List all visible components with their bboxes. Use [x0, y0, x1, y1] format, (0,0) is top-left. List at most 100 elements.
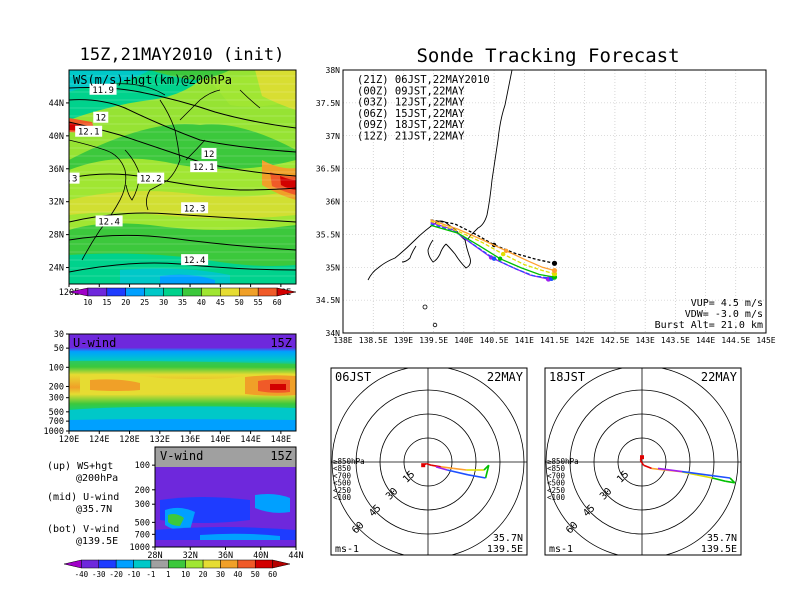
hodograph-level-label: ≥850hPa [547, 457, 579, 466]
colorbar-swatch [125, 287, 145, 297]
v-wind-colorbar: -40 -30 -20 -10 -1 1 10 20 30 40 50 60 [63, 559, 291, 579]
panel-legend: (up) WS+hgt @200hPa (mid) U-wind @35.7N … [47, 461, 119, 547]
colorbar-swatch [81, 559, 100, 569]
y-tick-label: 35.5N [316, 230, 340, 239]
ws-map-label: WS(m/s)+hgt(km)@200hPa [73, 73, 232, 87]
legend-bot-level: @139.5E [76, 536, 118, 547]
hodograph-segment [681, 470, 707, 476]
x-tick-label: 142.5E [600, 336, 629, 345]
y-tick-label: 100 [135, 461, 150, 471]
colorbar-label: 20 [121, 298, 131, 307]
y-tick-label: 36N [326, 198, 341, 207]
y-tick-label: 37.5N [316, 99, 340, 108]
contour-label-box [190, 161, 218, 173]
colorbar-swatch [115, 559, 134, 569]
contour-label-box [93, 111, 109, 123]
colorbar-label: 50 [235, 298, 245, 307]
legend-up-level: @200hPa [76, 473, 118, 484]
colorbar-label: -20 [109, 570, 123, 579]
x-tick-label: 120E [59, 435, 79, 445]
hodograph-time: 18JST [549, 370, 585, 384]
hodograph-units: ms-1 [549, 544, 573, 555]
coastlines [69, 83, 261, 261]
x-tick-label: 143.5E [661, 336, 690, 345]
track-annotation: VUP= 4.5 m/s [691, 298, 763, 309]
contour-label: 11.9 [92, 86, 114, 96]
hodograph-lat: 35.7N [707, 533, 737, 544]
hodograph-level-label: <850 [547, 464, 566, 473]
colorbar-label: 45 [216, 298, 225, 307]
colorbar-label: 20 [199, 570, 209, 579]
x-tick-label: 44N [288, 551, 303, 561]
y-tick-label: 300 [49, 394, 64, 404]
hodograph-segment [712, 477, 726, 482]
x-tick-label: 28N [147, 551, 162, 561]
ws-map-field: 11.9 12 12.1 12 12.1 12.2 .3 12.3 12.4 12.4 [69, 70, 296, 284]
legend-mid-tag: (mid) [47, 492, 77, 503]
colorbar-swatch [106, 287, 127, 297]
hodograph-date: 22MAY [487, 370, 524, 384]
colorbar-label: 40 [233, 570, 243, 579]
track-burst-marker [491, 256, 497, 261]
track-legend: (21Z) 06JST,22MAY2010(00Z) 09JST,22MAY(0… [357, 74, 490, 143]
ws-map-y-ticks: 24N 28N 32N 36N 40N 44N [49, 99, 69, 274]
hodograph-segment [725, 480, 735, 484]
x-tick-label: 141.5E [540, 336, 569, 345]
colorbar-swatch [182, 287, 202, 297]
svg-text:(up) WS+hgt: (up) WS+hgt [47, 461, 113, 472]
hodograph-background [545, 368, 741, 555]
hodograph-level-label: <500 [333, 479, 352, 488]
contour-label: 12.3 [184, 204, 206, 214]
hodograph-background [331, 368, 527, 555]
track-grid [342, 69, 767, 334]
contour-label-box [181, 202, 209, 214]
track-burst-marker [500, 251, 506, 257]
hodograph-segment [440, 466, 454, 470]
v-wind-y-ticks: 100 200 300 500 700 1000 [130, 461, 155, 553]
x-tick-label: 120E [59, 288, 79, 298]
colorbar-label: 50 [251, 570, 261, 579]
track-endpoint [551, 267, 558, 274]
hodograph-level-label: <250 [547, 486, 566, 495]
y-tick-label: 500 [135, 518, 150, 528]
colorbar-swatch [98, 559, 117, 569]
x-tick-label: 139.5E [419, 336, 448, 345]
y-tick-label: 1000 [130, 543, 150, 553]
y-tick-label: 32N [49, 198, 64, 208]
y-tick-label: 700 [49, 417, 64, 427]
colorbar-swatch [201, 287, 221, 297]
hodograph-date: 22MAY [701, 370, 738, 384]
x-tick-label: 140E [210, 435, 230, 445]
x-tick-label: 143E [636, 336, 655, 345]
hodograph-surface-marker [640, 455, 644, 460]
colorbar-swatch [87, 287, 108, 297]
track-y-ticks: 34N 34.5N 35N 35.5N 36N 36.5N 37N 37.5N 38N [316, 66, 340, 338]
y-tick-label: 37N [326, 132, 341, 141]
colorbar-label: 30 [159, 298, 169, 307]
track-map-panel: (21Z) 06JST,22MAY2010(00Z) 09JST,22MAY(0… [316, 66, 776, 345]
hodograph-segment [705, 474, 731, 479]
colorbar-swatch [220, 287, 240, 297]
hodograph-level-label: <700 [333, 471, 352, 480]
hodograph-segment [431, 464, 441, 468]
track-lines [430, 219, 558, 282]
v-wind-panel: V-wind 15Z 28N 32N 36N 40N 44N 100 200 300 500 7… [63, 446, 304, 579]
colorbar-swatch [202, 559, 221, 569]
y-tick-label: 50 [54, 344, 64, 354]
y-tick-label: 34.5N [316, 296, 340, 305]
colorbar-label: 10 [181, 570, 191, 579]
hodograph-level-label: <100 [333, 493, 352, 502]
colorbar-label: 25 [140, 298, 149, 307]
legend-mid-level: @35.7N [76, 504, 112, 515]
colorbar-label: 60 [273, 298, 283, 307]
v-wind-time: 15Z [270, 449, 292, 463]
hodograph-frame [330, 367, 528, 556]
hodograph-segment [643, 464, 652, 470]
ws-colorbar: 10 15 20 25 30 35 40 45 50 55 60 [68, 287, 297, 307]
x-tick-label: 144E [696, 336, 715, 345]
y-tick-label: 24N [49, 264, 64, 274]
legend-bot-var: V-wind [83, 524, 119, 535]
x-tick-label: 36N [218, 551, 233, 561]
